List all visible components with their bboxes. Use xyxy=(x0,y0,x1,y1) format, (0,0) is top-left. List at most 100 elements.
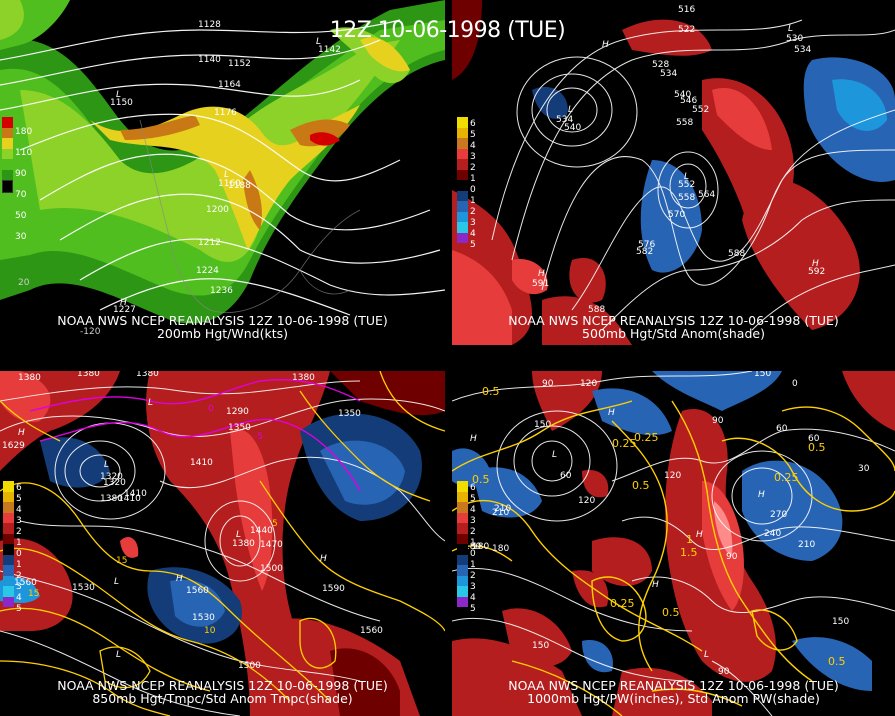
contour-label: 1560 xyxy=(14,578,37,588)
contour-label: 1410 xyxy=(118,494,141,504)
legend-label: 6 xyxy=(470,119,476,129)
contour-label: 60 xyxy=(808,434,820,444)
contour-label: 522 xyxy=(678,25,695,35)
contour-label: 1380 xyxy=(100,494,123,504)
contour-label: 120 xyxy=(578,496,595,506)
legend-label: 2 xyxy=(470,207,476,217)
legend-label: 4 xyxy=(470,593,476,603)
contour-label: 1128 xyxy=(198,20,221,30)
panel-850mb: 1380 1380 1380 1380 1410 1320 1350 1290 … xyxy=(0,371,445,716)
contour-label: 1410 xyxy=(124,489,147,499)
contour-label: 540 xyxy=(564,123,581,133)
panel-500mb: 516 522 528 534 540 546 552 558 564 570 … xyxy=(452,0,895,345)
contour-label: 1590 xyxy=(322,584,345,594)
contour-label: 576 xyxy=(638,240,655,250)
legend-label: 4 xyxy=(470,505,476,515)
contour-label: 210 xyxy=(494,504,511,514)
legend-label: 1 xyxy=(470,560,476,570)
contour-label: 546 xyxy=(680,96,697,106)
high-center-marker: H xyxy=(320,554,327,564)
contour-label: 1320 xyxy=(100,472,123,482)
legend-label: 50 xyxy=(15,211,27,221)
contour-label: 1350 xyxy=(338,409,361,419)
caption-line-1: NOAA NWS NCEP REANALYSIS 12Z 10-06-1998 … xyxy=(508,678,839,693)
pw-label: 0.25 xyxy=(610,597,635,610)
low-center-marker: L xyxy=(316,37,321,47)
contour-label: 1380 xyxy=(77,371,100,379)
contour-label: 150 xyxy=(534,420,551,430)
legend-label: 2 xyxy=(470,571,476,581)
pw-label: 0.5 xyxy=(828,655,846,668)
contour-label: 558 xyxy=(678,193,695,203)
contour-label: 528 xyxy=(652,60,669,70)
contour-label: 90 xyxy=(726,552,738,562)
contour-label: 1176 xyxy=(214,108,237,118)
panel-200mb: 1128 1140 1152 1164 1176 1188 1200 1212 … xyxy=(0,0,445,345)
contour-label: 1160 xyxy=(218,179,241,189)
legend-label: 90 xyxy=(15,169,27,179)
pw-label: 0.5 xyxy=(808,441,826,454)
pw-label: 0.5 xyxy=(632,479,650,492)
pw-label: 0.5 xyxy=(482,385,500,398)
contour-label: 90 xyxy=(712,416,724,426)
legend-label: 6 xyxy=(470,483,476,493)
contour-label: 1500 xyxy=(260,564,283,574)
legend-label: 5 xyxy=(470,240,476,250)
contour-label: 0 xyxy=(792,379,798,389)
contour-label: 150 xyxy=(832,617,849,627)
legend-200mb: 180 110 90 70 50 30 xyxy=(2,117,32,242)
temperature-label: 0 xyxy=(208,404,214,414)
high-center-marker: H xyxy=(652,580,659,590)
low-center-marker: L xyxy=(116,90,121,100)
contour-label: 582 xyxy=(636,247,653,257)
temperature-label: 15 xyxy=(116,556,127,566)
contour-label: 180 xyxy=(464,542,481,552)
caption-line-1: NOAA NWS NCEP REANALYSIS 12Z 10-06-1998 … xyxy=(508,313,839,328)
legend-label: 3 xyxy=(16,582,22,592)
contour-label: 1350 xyxy=(228,423,251,433)
caption-line-2: 500mb Hgt/Std Anom(shade) xyxy=(582,326,765,341)
legend-label: 0 xyxy=(16,549,22,559)
legend-label: 1 xyxy=(470,196,476,206)
contour-label: 592 xyxy=(808,267,825,277)
contour-label: 558 xyxy=(676,118,693,128)
contour-label: 591 xyxy=(532,279,549,289)
contour-label: 270 xyxy=(770,510,787,520)
legend-label: 2 xyxy=(470,163,476,173)
low-center-marker: L xyxy=(236,530,241,540)
low-center-marker: L xyxy=(552,450,557,460)
contour-label: 570 xyxy=(668,210,685,220)
legend-label: 4 xyxy=(470,141,476,151)
contour-label: 1380 xyxy=(136,371,159,379)
contour-label: 210 xyxy=(798,540,815,550)
low-center-marker: L xyxy=(148,398,153,408)
contour-label: 1236 xyxy=(210,286,233,296)
caption-line-2: 200mb Hgt/Wnd(kts) xyxy=(156,326,288,341)
pw-label: 0.25 xyxy=(774,471,799,484)
legend-label: 110 xyxy=(15,148,33,158)
longitude-label: -120 xyxy=(80,327,101,337)
contour-label: 552 xyxy=(678,180,695,190)
legend-1000mb: 6 5 4 3 2 1 0 1 2 3 4 5 xyxy=(457,481,476,614)
legend-label: 0 xyxy=(470,549,476,559)
contour-label: 120 xyxy=(580,379,597,389)
contour-label: 60 xyxy=(560,471,572,481)
contour-label: 530 xyxy=(786,34,803,44)
pw-label: 1 xyxy=(686,533,693,546)
contour-label: 534 xyxy=(794,45,811,55)
contour-label: 1164 xyxy=(218,80,241,90)
legend-label: 5 xyxy=(16,604,22,614)
contour-label: 210 xyxy=(492,508,509,518)
legend-label: 1 xyxy=(16,538,22,548)
caption-line-1: NOAA NWS NCEP REANALYSIS 12Z 10-06-1998 … xyxy=(57,678,388,693)
high-center-marker: H xyxy=(176,574,183,584)
high-center-marker: H xyxy=(18,428,25,438)
contour-label: 540 xyxy=(674,90,691,100)
contour-label: 180 xyxy=(472,542,489,552)
legend-label: 2 xyxy=(16,571,22,581)
low-center-marker: L xyxy=(788,24,793,34)
legend-label: 4 xyxy=(16,593,22,603)
high-center-marker: H xyxy=(758,490,765,500)
pw-label: 0.5 xyxy=(472,473,490,486)
contour-label: 534 xyxy=(556,115,573,125)
